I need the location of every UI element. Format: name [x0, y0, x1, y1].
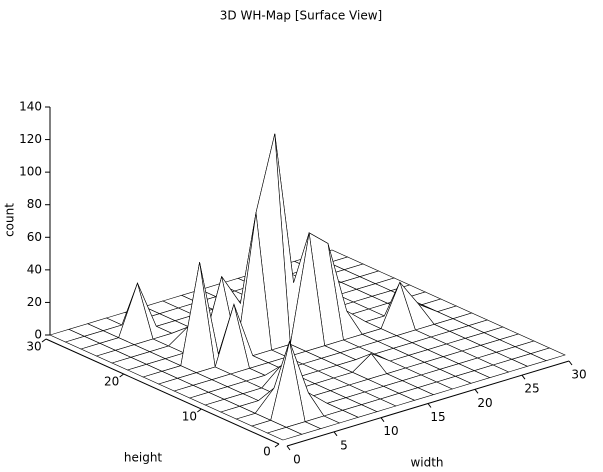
x-tick	[380, 417, 385, 422]
x-tick-label: 10	[383, 424, 398, 438]
z-tick-label: 20	[27, 295, 42, 309]
z-tick-label: 120	[19, 132, 42, 146]
x-axis-label: width	[410, 456, 443, 470]
y-axis	[45, 338, 280, 445]
y-tick-label: 0	[263, 445, 271, 459]
z-tick-label: 100	[19, 165, 42, 179]
z-tick-label: 0	[34, 328, 42, 342]
y-tick	[41, 338, 47, 343]
y-tick	[274, 443, 280, 448]
y-tick	[197, 408, 202, 413]
x-tick-label: 20	[477, 396, 492, 410]
surface-cell	[266, 427, 303, 441]
y-tick-label: 30	[26, 340, 41, 354]
chart-title: 3D WH-Map [Surface View]	[220, 9, 382, 23]
x-tick	[333, 431, 338, 437]
z-axis-label: count	[3, 203, 17, 237]
z-tick-label: 80	[27, 197, 42, 211]
y-tick	[119, 373, 124, 378]
y-tick-label: 20	[104, 375, 119, 389]
x-tick	[568, 360, 573, 366]
x-tick-label: 15	[430, 410, 445, 424]
x-tick	[427, 403, 432, 408]
x-tick	[474, 389, 479, 394]
x-tick	[521, 374, 526, 380]
y-tick-label: 10	[182, 410, 197, 424]
z-tick-label: 140	[19, 100, 42, 114]
y-axis-label: height	[124, 451, 163, 465]
x-tick-label: 25	[524, 382, 539, 396]
x-tick	[286, 445, 291, 451]
x-tick-label: 5	[340, 438, 348, 452]
x-tick-label: 30	[571, 368, 586, 382]
z-tick-label: 60	[27, 230, 42, 244]
z-tick-label: 40	[27, 262, 42, 276]
x-tick-label: 0	[293, 453, 301, 467]
